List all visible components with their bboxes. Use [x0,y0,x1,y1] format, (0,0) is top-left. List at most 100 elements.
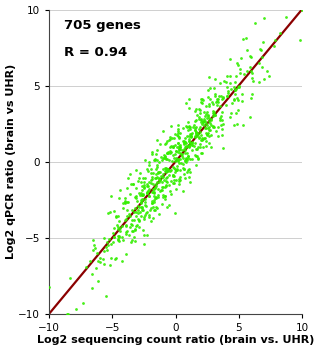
Point [171,165,176,171]
Point [159,157,164,163]
Point [130,228,135,234]
Point [160,174,165,180]
Point [161,153,166,158]
Point [203,130,208,136]
Point [109,255,114,260]
Point [80,301,85,306]
Point [235,97,240,102]
Point [150,170,155,176]
Point [163,155,168,160]
Point [262,15,267,21]
Point [138,213,143,219]
Point [179,153,184,158]
Point [153,204,158,210]
Point [146,184,151,189]
Point [185,133,190,139]
Point [172,135,177,141]
Point [164,150,169,156]
Point [214,128,219,133]
Point [152,196,157,201]
Point [107,262,112,268]
Point [206,125,211,131]
Point [105,247,110,253]
Point [187,127,192,132]
Point [173,167,178,172]
Point [206,127,211,133]
Point [193,124,198,130]
Point [182,138,187,144]
Point [194,112,199,118]
Point [201,118,206,124]
Point [217,103,222,108]
Point [117,229,122,234]
Point [188,131,193,137]
Point [181,141,186,147]
Point [166,183,171,188]
Point [155,192,160,197]
Point [173,151,178,157]
Point [112,225,117,230]
Point [111,234,116,240]
Point [190,139,195,145]
Point [198,132,203,138]
Point [145,183,150,188]
Point [133,193,138,199]
Point [127,213,133,219]
Point [187,124,192,129]
Point [129,229,134,234]
Point [184,157,189,163]
Point [47,285,52,290]
Point [181,166,186,172]
Point [201,119,206,125]
Point [138,190,143,196]
Point [145,168,150,173]
Point [161,155,166,160]
Point [206,101,211,106]
Point [239,91,244,97]
Point [196,156,201,162]
Point [205,115,210,121]
Point [104,293,109,299]
Point [117,225,122,231]
Point [176,133,181,139]
Point [134,213,139,219]
Point [182,157,187,163]
Point [139,179,144,185]
Point [140,183,145,189]
Point [171,174,176,179]
Point [192,141,198,146]
Point [159,154,164,160]
Point [273,38,278,43]
Point [236,84,241,90]
Point [116,233,121,239]
Point [182,139,187,145]
Point [185,119,190,125]
Point [259,54,264,60]
Point [172,155,177,161]
Point [89,271,94,277]
Point [182,147,187,152]
Point [144,209,149,215]
Point [132,209,137,215]
Point [216,99,221,105]
Point [140,197,145,202]
Point [91,242,96,247]
Point [200,100,205,106]
Point [172,180,177,185]
Point [208,117,213,122]
Point [171,144,176,150]
Point [204,138,209,144]
Point [151,186,156,192]
Point [210,101,215,107]
Point [224,74,229,79]
Point [100,257,105,262]
Point [189,156,194,161]
Point [138,204,143,210]
Point [210,108,215,114]
Point [159,184,164,190]
Point [96,258,101,264]
Point [174,155,179,161]
Point [141,241,146,247]
Point [194,106,199,112]
Point [124,223,129,228]
